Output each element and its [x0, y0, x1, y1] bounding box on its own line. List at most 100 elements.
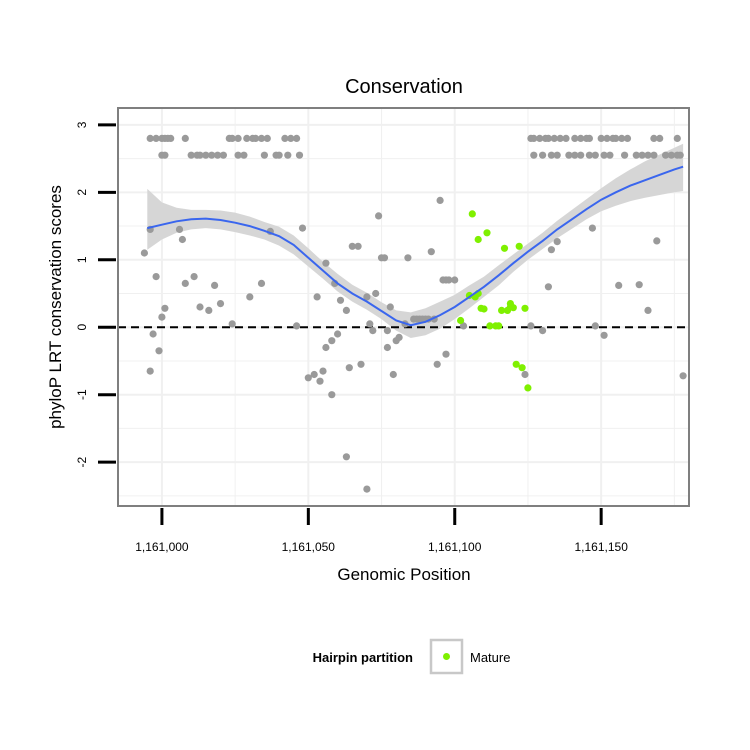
- y-tick-label: 1: [75, 256, 89, 263]
- point-other: [158, 313, 166, 321]
- point-mature: [468, 210, 476, 218]
- x-axis-title: Genomic Position: [337, 565, 470, 584]
- point-other: [459, 322, 468, 330]
- point-other: [287, 134, 295, 142]
- point-other: [219, 151, 227, 159]
- point-other: [293, 322, 301, 330]
- point-other: [260, 151, 268, 159]
- point-other: [313, 293, 321, 301]
- point-other: [436, 196, 444, 204]
- legend-label-mature: Mature: [470, 650, 510, 665]
- point-other: [380, 254, 389, 262]
- point-other: [336, 296, 345, 304]
- point-other: [530, 151, 538, 159]
- point-other: [615, 281, 623, 289]
- point-other: [161, 151, 169, 159]
- y-tick-label: 3: [75, 121, 89, 128]
- point-other: [588, 224, 597, 232]
- point-mature: [457, 316, 465, 325]
- point-other: [146, 134, 154, 142]
- point-other: [228, 320, 236, 328]
- point-other: [295, 151, 304, 159]
- point-other: [345, 364, 353, 372]
- point-other: [348, 242, 356, 250]
- point-other: [328, 391, 336, 399]
- point-other: [603, 134, 611, 142]
- point-other: [539, 151, 547, 159]
- point-other: [433, 360, 441, 368]
- point-other: [577, 134, 585, 142]
- point-mature: [480, 305, 488, 313]
- point-other: [208, 151, 216, 159]
- smooth-line: [147, 165, 684, 327]
- point-other: [181, 134, 189, 142]
- point-other: [404, 254, 412, 262]
- point-other: [175, 225, 184, 233]
- y-tick-label: 0: [75, 324, 89, 331]
- point-other: [354, 242, 362, 250]
- point-other: [178, 235, 186, 244]
- point-other: [357, 360, 365, 368]
- point-other: [257, 279, 266, 287]
- point-other: [591, 322, 599, 330]
- y-axis: -2 -1 0 1 2 3: [75, 121, 116, 468]
- point-other: [638, 151, 646, 159]
- point-other: [363, 485, 371, 493]
- y-tick-label: -1: [75, 389, 89, 400]
- point-other: [635, 281, 643, 289]
- smooth-line-layer: [147, 165, 684, 327]
- point-other: [383, 343, 391, 352]
- point-other: [263, 134, 271, 142]
- point-other: [334, 330, 342, 338]
- point-other: [577, 151, 585, 159]
- point-other: [539, 327, 547, 335]
- point-other: [653, 237, 661, 245]
- point-other: [521, 370, 529, 379]
- point-other: [536, 134, 544, 142]
- point-other: [656, 134, 664, 142]
- point-other: [650, 151, 658, 159]
- point-other: [322, 259, 330, 267]
- point-other: [152, 273, 160, 281]
- point-mature: [483, 229, 491, 237]
- point-other: [240, 151, 248, 159]
- point-other: [342, 453, 350, 461]
- point-other: [187, 151, 195, 159]
- point-other: [427, 248, 435, 256]
- point-other: [202, 151, 210, 159]
- point-mature: [495, 322, 503, 330]
- point-other: [190, 273, 198, 281]
- legend-key-mature: [443, 653, 450, 660]
- point-other: [556, 134, 564, 142]
- point-other: [442, 350, 450, 358]
- point-other: [216, 300, 225, 308]
- point-other: [181, 279, 189, 287]
- x-tick-label: 1,161,150: [575, 540, 629, 554]
- legend-title: Hairpin partition: [313, 650, 413, 665]
- point-other: [606, 151, 614, 159]
- x-axis: 1,161,000 1,161,050 1,161,100 1,161,150: [135, 508, 628, 554]
- point-other: [585, 134, 594, 142]
- point-other: [293, 134, 301, 142]
- point-mature: [500, 244, 509, 252]
- point-other: [214, 151, 222, 159]
- y-tick-label: 2: [75, 189, 89, 196]
- point-other: [196, 303, 204, 311]
- chart-title: Conservation: [345, 76, 463, 98]
- point-other: [621, 151, 629, 159]
- point-other: [298, 224, 307, 232]
- point-mature: [512, 360, 520, 368]
- point-other: [161, 304, 169, 312]
- point-other: [152, 134, 160, 142]
- point-other: [375, 212, 383, 220]
- point-other: [644, 151, 652, 159]
- point-other: [389, 370, 397, 379]
- point-other: [369, 327, 377, 335]
- point-other: [667, 151, 676, 159]
- point-mature: [518, 364, 526, 372]
- point-mature: [521, 304, 529, 312]
- point-other: [565, 151, 573, 159]
- point-other: [304, 374, 312, 382]
- plot-panel-border: [117, 107, 690, 507]
- point-other: [553, 151, 561, 159]
